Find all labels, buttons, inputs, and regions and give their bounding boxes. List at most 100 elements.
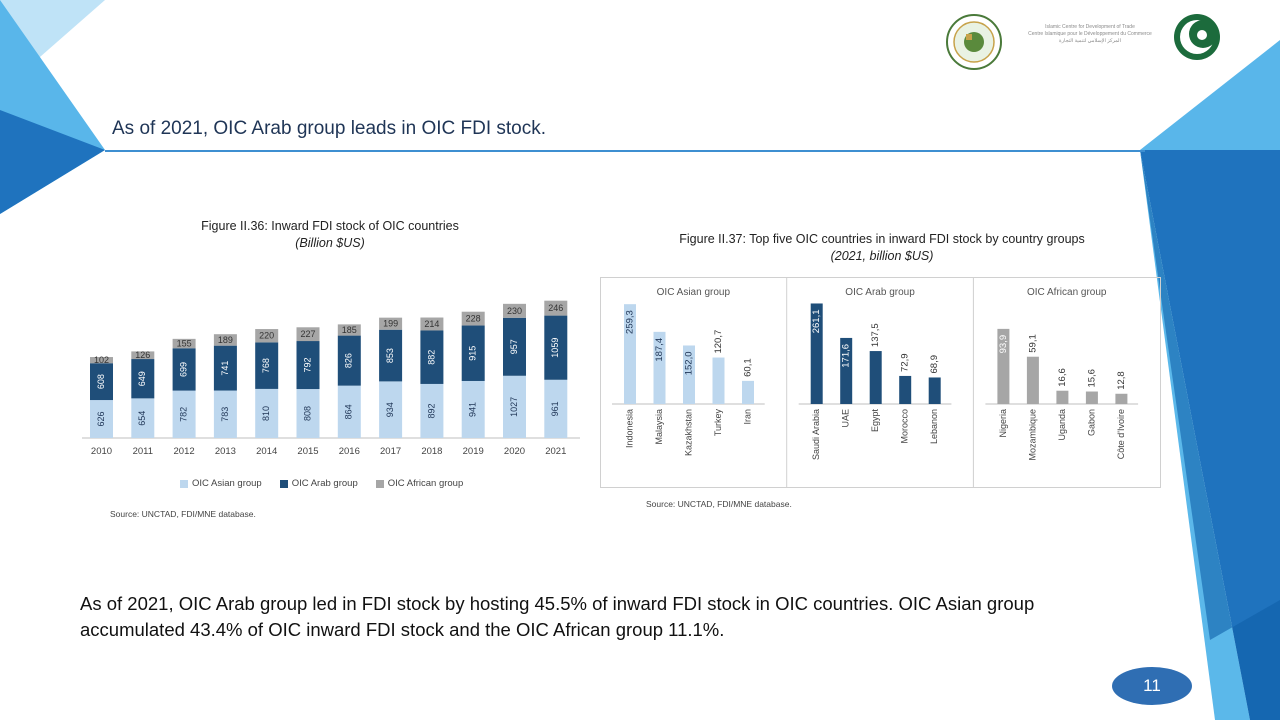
bar-2019-series-0 (461, 380, 485, 438)
panel-0-bar-1 (653, 331, 666, 404)
panel-0-category-label-0: Indonesia (624, 409, 634, 448)
data-label-2019-series-0: 941 (468, 402, 478, 417)
bar-2013-series-1 (213, 345, 237, 391)
data-label-2018-series-1: 882 (426, 350, 436, 365)
figure-37-title-block: Figure II.37: Top five OIC countries in … (612, 231, 1152, 265)
x-tick-label-2015: 2015 (297, 446, 318, 457)
panel-2-category-label-1: Mozambique (1027, 409, 1037, 461)
data-label-2013-series-2: 189 (218, 335, 233, 345)
data-label-2017-series-2: 199 (383, 319, 398, 329)
panel-0-bar-3 (712, 357, 725, 404)
panel-2-value-label-1: 59,1 (1027, 334, 1038, 353)
panel-0-value-label-1: 187,4 (654, 338, 665, 362)
legend-item-asian: OIC Asian group (180, 478, 262, 489)
x-tick-label-2018: 2018 (421, 446, 442, 457)
bar-2011-series-0 (131, 398, 155, 438)
data-label-2020-series-2: 230 (507, 306, 522, 316)
panel-0-value-label-4: 60,1 (743, 358, 754, 377)
data-label-2021-series-0: 961 (550, 401, 560, 416)
bar-2020-series-0 (503, 375, 526, 438)
data-label-2014-series-2: 220 (259, 331, 274, 341)
panel-2-bar-0 (997, 328, 1010, 404)
panel-1-bar-2 (869, 351, 882, 404)
legend-item-african: OIC African group (375, 478, 464, 489)
data-label-2021-series-2: 246 (548, 303, 563, 313)
data-label-2016-series-2: 185 (342, 325, 357, 335)
bar-2013-series-2 (213, 334, 237, 346)
data-label-2018-series-0: 892 (426, 403, 436, 418)
data-label-2019-series-2: 228 (466, 314, 481, 324)
figure-37-subtitle: (2021, billion $US) (830, 249, 934, 263)
legend-label-asian: OIC Asian group (192, 478, 262, 489)
x-tick-label-2017: 2017 (380, 446, 401, 457)
legend-swatch-arab (279, 479, 288, 488)
data-label-2015-series-0: 808 (302, 406, 312, 421)
data-label-2021-series-1: 1059 (550, 338, 560, 358)
headline-divider (105, 150, 1145, 152)
data-label-2012-series-1: 699 (178, 362, 188, 377)
data-label-2020-series-0: 1027 (509, 397, 519, 417)
panel-1-category-label-0: Saudi Arabia (811, 409, 821, 460)
bar-2021-series-1 (544, 315, 568, 380)
panel-1-category-label-2: Egypt (870, 409, 880, 433)
data-label-2020-series-1: 957 (509, 339, 519, 354)
panel-0-category-label-2: Kazakhstan (683, 409, 693, 456)
data-label-2013-series-0: 783 (220, 407, 230, 422)
x-tick-label-2021: 2021 (545, 446, 566, 457)
bar-2014-series-2 (255, 329, 279, 343)
panel-2-category-label-0: Nigeria (998, 409, 1008, 438)
slide-headline: As of 2021, OIC Arab group leads in OIC … (112, 118, 547, 139)
bar-2011-series-1 (131, 359, 155, 399)
bar-2020-series-1 (503, 317, 526, 376)
panel-0-bar-2 (683, 345, 695, 404)
data-label-2016-series-0: 864 (344, 404, 354, 419)
figure-36-legend: OIC Asian group OIC Arab group OIC Afric… (180, 478, 463, 489)
figure-36-title: Figure II.36: Inward FDI stock of OIC co… (201, 219, 459, 233)
x-tick-label-2019: 2019 (463, 446, 484, 457)
panel-1-bar-4 (928, 377, 941, 404)
panel-2-value-label-0: 93,9 (998, 335, 1009, 354)
bar-2021-series-2 (544, 300, 568, 316)
bar-2019-series-1 (461, 325, 485, 381)
legend-item-arab: OIC Arab group (279, 478, 358, 489)
panel-1-category-label-1: UAE (841, 409, 851, 428)
data-label-2012-series-0: 782 (178, 407, 188, 422)
panel-0-category-label-3: Turkey (713, 409, 723, 437)
bar-2017-series-1 (379, 329, 403, 382)
org-name-en: Islamic Centre for Development of Trade (1045, 24, 1135, 30)
organization-name: Islamic Centre for Development of Trade … (1010, 24, 1170, 45)
figure-36-subtitle: (Billion $US) (295, 236, 365, 250)
panel-1-bar-1 (840, 337, 853, 404)
figure-37-frame (600, 277, 1161, 488)
data-label-2017-series-0: 934 (385, 402, 395, 417)
bar-2016-series-1 (337, 335, 361, 386)
panel-2-bar-3 (1085, 391, 1098, 404)
bar-2020-series-2 (503, 303, 526, 318)
figure-36-title-block: Figure II.36: Inward FDI stock of OIC co… (140, 218, 520, 252)
data-label-2015-series-2: 227 (300, 329, 315, 339)
data-label-2010-series-0: 626 (96, 412, 106, 427)
x-tick-label-2014: 2014 (256, 446, 277, 457)
panel-title-2: OIC African group (1027, 287, 1107, 298)
x-tick-label-2012: 2012 (174, 446, 195, 457)
data-label-2013-series-1: 741 (220, 361, 230, 376)
bar-2018-series-0 (420, 383, 444, 438)
panel-title-1: OIC Arab group (845, 287, 915, 298)
panel-1-value-label-0: 261,1 (811, 309, 822, 333)
bar-2016-series-2 (337, 324, 361, 336)
panel-2-category-label-3: Gabon (1086, 409, 1096, 436)
x-tick-label-2016: 2016 (339, 446, 360, 457)
panel-0-value-label-0: 259,3 (625, 310, 636, 334)
data-label-2016-series-1: 826 (344, 353, 354, 368)
data-label-2017-series-1: 853 (385, 348, 395, 363)
panel-1-value-label-4: 68,9 (929, 355, 940, 374)
bar-2010-series-0 (90, 400, 113, 438)
emblem-icon (946, 14, 1002, 70)
data-label-2011-series-1: 649 (137, 371, 147, 386)
org-name-fr: Centre Islamique pour le Développement d… (1028, 31, 1152, 37)
legend-label-african: OIC African group (387, 478, 464, 489)
panel-2-bar-4 (1115, 393, 1128, 404)
panel-1-category-label-3: Morocco (900, 409, 910, 444)
x-tick-label-2011: 2011 (133, 446, 153, 457)
